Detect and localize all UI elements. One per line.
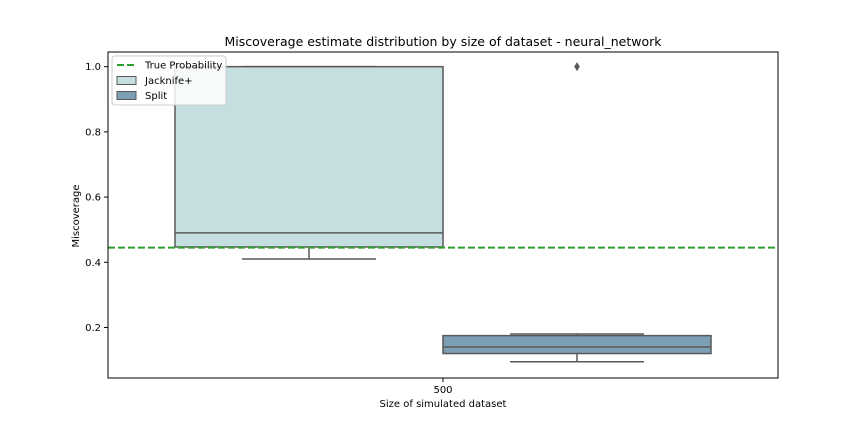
y-tick-label: 0.8 — [85, 127, 101, 138]
legend-label-true-probability: True Probability — [144, 61, 222, 72]
outlier-point — [574, 62, 580, 72]
legend-frame — [111, 55, 227, 106]
y-axis-label: Miscoverage — [71, 184, 82, 247]
y-tick-label: 0.6 — [85, 193, 101, 204]
legend-label-jacknife-: Jacknife+ — [144, 76, 193, 87]
box-split — [442, 62, 712, 363]
legend: True Probability Jacknife+ Split — [111, 55, 227, 106]
plot-frame — [107, 51, 779, 379]
y-tick-label: 0.4 — [85, 258, 101, 269]
chart-title: Miscoverage estimate distribution by siz… — [224, 34, 662, 49]
axes: 500 0.2 0.4 0.6 0.8 1.0 — [85, 51, 779, 396]
plot-area — [108, 62, 778, 363]
x-axis-label: Size of simulated dataset — [380, 399, 507, 410]
legend-swatch-split — [116, 91, 137, 100]
legend-swatch-jacknife- — [116, 76, 137, 85]
y-tick-label: 0.2 — [85, 323, 101, 334]
y-tick-label: 1.0 — [85, 62, 101, 73]
legend-label-split: Split — [145, 91, 167, 102]
x-tick-label: 500 — [433, 385, 452, 396]
box-body — [442, 334, 712, 355]
